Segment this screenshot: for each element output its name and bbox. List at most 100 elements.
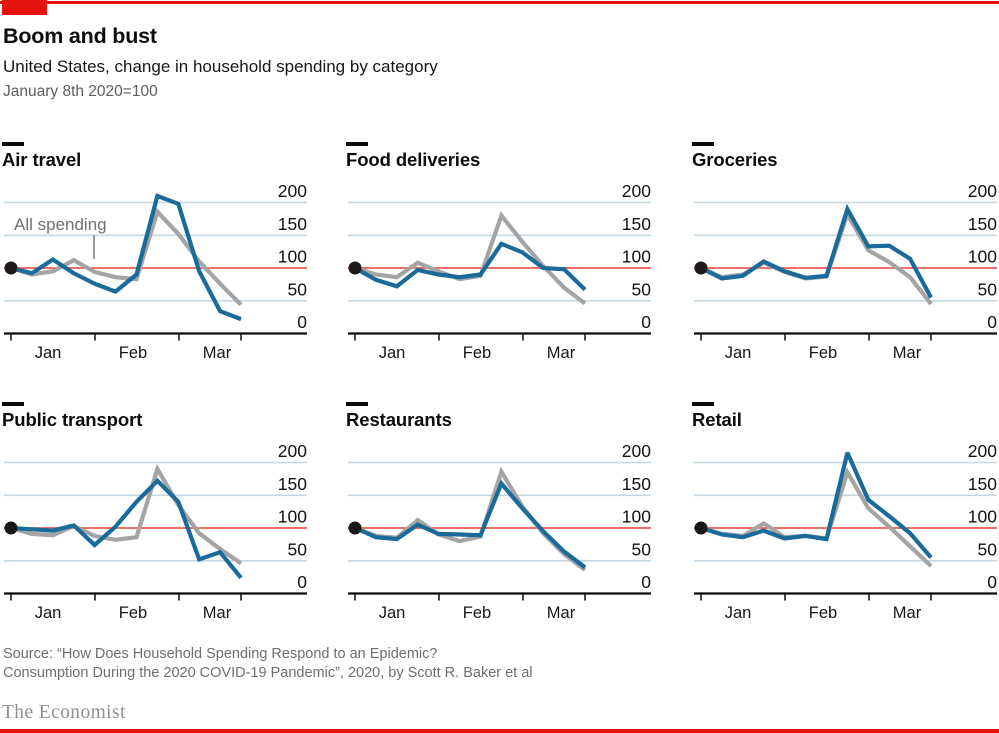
y-axis-label-0: 0 [297,572,307,592]
source-line-1: Source: “How Does Household Spending Res… [3,646,438,662]
food-deliveries-line [353,241,587,292]
y-axis-label-100: 100 [278,247,307,267]
chart-panel-air-travel: Air travel 200 150 100 50 0 Jan Feb Mar All spend… [2,142,313,374]
plot-area: 200 150 100 50 0 Jan Feb Mar [694,441,998,622]
subtitle: United States, change in household spend… [3,57,438,76]
y-axis-label-200: 200 [622,441,651,461]
panel-title: Public transport [2,409,143,430]
x-axis-label-feb: Feb [809,604,837,622]
y-axis-label-100: 100 [968,507,997,527]
y-axis-label-150: 150 [968,214,997,234]
panel-title: Groceries [692,149,778,170]
index-start-dot [348,521,362,535]
y-axis-label-0: 0 [297,312,307,332]
x-axis-label-feb: Feb [463,344,491,362]
plot-area: 200 150 100 50 0 Jan Feb Mar [348,181,652,362]
x-axis-label-feb: Feb [119,604,147,622]
x-axis-label-jan: Jan [379,344,406,362]
y-axis-label-150: 150 [968,474,997,494]
y-axis-label-150: 150 [278,474,307,494]
panel-title: Restaurants [346,409,452,430]
y-axis-label-50: 50 [288,279,308,299]
chart-panel-public-transport: Public transport 200 150 100 50 0 Jan Feb Mar [2,402,313,634]
y-axis-label-50: 50 [632,539,652,559]
air-travel-line [10,193,242,322]
y-axis-label-50: 50 [978,279,998,299]
plot-area: 200 150 100 50 0 Jan Feb Mar [694,181,998,362]
y-axis-label-150: 150 [278,214,307,234]
source-line-2: Consumption During the 2020 COVID-19 Pan… [3,664,533,681]
x-axis-label-mar: Mar [547,604,576,622]
panel-title: Food deliveries [346,149,481,170]
y-axis-label-150: 150 [622,474,651,494]
x-axis-label-jan: Jan [35,344,62,362]
x-axis-label-mar: Mar [893,344,922,362]
retail-line [700,451,933,559]
panel-tick-mark [692,402,714,406]
index-start-dot [4,261,18,275]
y-axis-label-200: 200 [622,181,651,201]
economist-red-tab [2,0,47,15]
y-axis-label-200: 200 [968,441,997,461]
y-axis-label-0: 0 [641,572,651,592]
plot-area: 200 150 100 50 0 Jan Feb Mar [348,441,652,622]
y-axis-label-0: 0 [987,312,997,332]
index-start-dot [694,261,708,275]
bottom-red-rule [0,729,999,733]
y-axis-label-0: 0 [987,572,997,592]
panel-tick-mark [346,142,368,146]
economist-brand: The Economist [2,702,126,723]
panel-title: Retail [692,409,742,430]
x-axis-label-jan: Jan [35,604,62,622]
y-axis-label-100: 100 [622,247,651,267]
x-axis-label-jan: Jan [379,604,406,622]
x-axis-label-jan: Jan [725,344,752,362]
x-axis-label-feb: Feb [119,344,147,362]
y-axis-label-200: 200 [278,181,307,201]
chart-panel-groceries: Groceries 200 150 100 50 0 Jan Feb Mar [692,142,999,374]
panel-tick-mark [2,402,24,406]
x-axis-label-mar: Mar [893,604,922,622]
all-spending-line [10,463,243,566]
y-axis-label-200: 200 [968,181,997,201]
all-spending-line [700,209,933,306]
y-axis-label-200: 200 [278,441,307,461]
panel-tick-mark [346,402,368,406]
all-spending-line [354,466,587,572]
panel-title: Air travel [2,149,82,170]
y-axis-label-0: 0 [641,312,651,332]
y-axis-label-50: 50 [978,539,998,559]
x-axis-label-feb: Feb [463,604,491,622]
y-axis-label-100: 100 [968,247,997,267]
x-axis-label-jan: Jan [725,604,752,622]
plot-area: 200 150 100 50 0 Jan Feb Mar [4,441,308,622]
x-axis-label-mar: Mar [547,344,576,362]
all-spending-pointer-line [93,235,95,259]
index-start-dot [694,521,708,535]
all-spending-annotation: All spending [14,215,107,234]
x-axis-label-mar: Mar [203,344,232,362]
chart-panel-retail: Retail 200 150 100 50 0 Jan Feb Mar [692,402,999,634]
plot-area: 200 150 100 50 0 Jan Feb Mar [4,181,308,362]
public-transport-line [10,477,243,580]
y-axis-label-50: 50 [632,279,652,299]
x-axis-label-mar: Mar [203,604,232,622]
x-axis-label-feb: Feb [809,344,837,362]
all-spending-line [700,467,933,568]
chart-panel-food-deliveries: Food deliveries 200 150 100 50 0 Jan Feb Mar [346,142,657,374]
y-axis-label-100: 100 [278,507,307,527]
panel-tick-mark [2,142,24,146]
chart-panel-restaurants: Restaurants 200 150 100 50 0 Jan Feb Mar [346,402,657,634]
groceries-line [700,203,933,299]
panel-tick-mark [692,142,714,146]
y-axis-label-150: 150 [622,214,651,234]
all-spending-line [354,211,587,306]
all-spending-line [10,207,243,307]
index-start-dot [4,521,18,535]
source-note: Source: “How Does Household Spending Res… [3,645,533,682]
y-axis-label-100: 100 [622,507,651,527]
y-axis-label-50: 50 [288,539,308,559]
index-note: January 8th 2020=100 [3,83,158,100]
page-title: Boom and bust [3,24,157,48]
top-red-rule [0,1,999,4]
